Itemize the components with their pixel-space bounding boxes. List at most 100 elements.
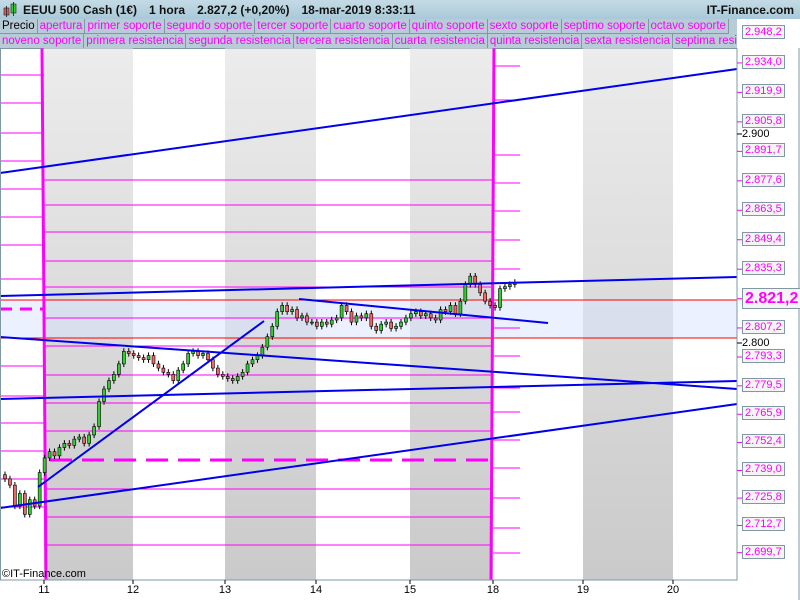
- candle: [245, 363, 250, 373]
- candle: [57, 447, 62, 457]
- candle: [67, 443, 72, 446]
- candle: [131, 353, 136, 356]
- last-price: 2.827,2 (+0,20%): [197, 3, 290, 17]
- legend-item[interactable]: segunda resistencia: [186, 34, 294, 49]
- price-level-label: 2.934,0: [742, 54, 785, 69]
- legend-item[interactable]: quinto soporte: [409, 19, 488, 34]
- candle: [77, 436, 82, 440]
- candle: [206, 353, 210, 361]
- candle: [488, 300, 492, 306]
- time-tick-label: 15: [403, 584, 417, 596]
- candle: [126, 351, 131, 354]
- candle: [503, 286, 507, 289]
- legend-row-2: noveno soporte primera resistencia segunda…: [0, 34, 737, 49]
- price-level-label: 2.779,5: [742, 377, 785, 392]
- candle: [418, 311, 423, 317]
- candle: [186, 353, 190, 365]
- candle: [354, 315, 359, 323]
- instrument-name: EEUU 500 Cash (1€): [23, 3, 138, 17]
- candle: [107, 380, 111, 390]
- candle: [146, 355, 151, 361]
- timeframe: 1 hora: [149, 3, 186, 17]
- candle: [329, 319, 334, 325]
- trendline: [0, 380, 738, 400]
- trendline: [37, 320, 265, 488]
- price-level-label: 2.739,0: [742, 462, 785, 477]
- candle: [399, 321, 403, 327]
- legend-item[interactable]: sexto soporte: [487, 19, 562, 34]
- legend-item[interactable]: sexta resistencia: [582, 34, 673, 49]
- legend-item[interactable]: apertura: [37, 19, 86, 34]
- candle: [122, 351, 126, 365]
- candle: [379, 323, 384, 331]
- candlestick-logo-icon: [3, 2, 17, 17]
- candle: [394, 325, 398, 329]
- price-level-label: 2.905,8: [742, 113, 785, 128]
- legend-item[interactable]: noveno soporte: [0, 34, 85, 49]
- candle: [493, 305, 497, 308]
- legend-item[interactable]: Precio: [0, 19, 38, 34]
- candle: [498, 288, 502, 308]
- price-level-label: 2.699,7: [742, 544, 785, 559]
- candle: [310, 321, 314, 324]
- legend-item[interactable]: cuarto soporte: [331, 19, 410, 34]
- candle: [414, 311, 418, 315]
- candle: [156, 363, 161, 369]
- copyright: ©IT-Finance.com: [2, 568, 86, 580]
- price-level-label: 2.919,9: [742, 84, 785, 99]
- candle: [364, 313, 369, 319]
- candle: [37, 472, 42, 507]
- candle: [409, 313, 413, 319]
- legend-item[interactable]: tercera resistencia: [293, 34, 393, 49]
- price-chart[interactable]: [0, 48, 800, 600]
- candle: [92, 426, 96, 436]
- trendline: [0, 336, 738, 390]
- candle: [62, 443, 67, 448]
- candle: [324, 321, 329, 325]
- legend-item[interactable]: septima resistencia: [673, 34, 737, 49]
- candle: [42, 457, 47, 473]
- candle: [285, 305, 289, 312]
- candle: [82, 436, 86, 444]
- candle: [443, 309, 448, 312]
- legend-item[interactable]: primera resistencia: [84, 34, 187, 49]
- candle: [201, 353, 205, 356]
- candle: [275, 311, 280, 327]
- candle: [141, 357, 146, 361]
- candle: [117, 363, 121, 375]
- legend-item[interactable]: septimo soporte: [561, 19, 649, 34]
- title-bar: EEUU 500 Cash (1€) 1 hora 2.827,2 (+0,20…: [0, 0, 800, 19]
- candle: [359, 315, 364, 319]
- price-level-label: 2.725,8: [742, 490, 785, 505]
- candle: [508, 284, 512, 287]
- current-price-label: 2.821,2: [742, 287, 800, 309]
- time-tick-label: 14: [309, 584, 323, 596]
- legend-row-1: Precio apertura primer soporte segundo sopo…: [0, 19, 737, 34]
- time-tick-label: 19: [576, 584, 590, 596]
- candle: [3, 474, 7, 480]
- legend-item[interactable]: octavo soporte: [648, 19, 729, 34]
- candle: [27, 499, 32, 515]
- datetime: 18-mar-2019 8:33:11: [301, 3, 416, 17]
- legend-item[interactable]: primer soporte: [85, 19, 165, 34]
- candle: [433, 317, 438, 321]
- time-tick-label: 13: [218, 584, 232, 596]
- chart-frame: [0, 48, 738, 581]
- candle: [265, 336, 270, 348]
- candle: [235, 376, 240, 381]
- candle: [270, 325, 275, 338]
- title-info: EEUU 500 Cash (1€) 1 hora 2.827,2 (+0,20…: [23, 3, 416, 17]
- legend-item[interactable]: segundo soporte: [164, 19, 256, 34]
- candle: [369, 313, 374, 327]
- legend-item[interactable]: cuarta resistencia: [392, 34, 488, 49]
- trendline: [0, 68, 738, 174]
- trendline: [0, 403, 738, 509]
- legend-item[interactable]: quinta resistencia: [487, 34, 583, 49]
- price-level-label: 2.877,6: [742, 172, 785, 187]
- candle: [216, 367, 220, 375]
- legend-item[interactable]: tercer soporte: [255, 19, 332, 34]
- week-separator: [489, 48, 496, 581]
- candle: [72, 438, 77, 446]
- candle: [300, 315, 304, 319]
- candle: [349, 311, 354, 323]
